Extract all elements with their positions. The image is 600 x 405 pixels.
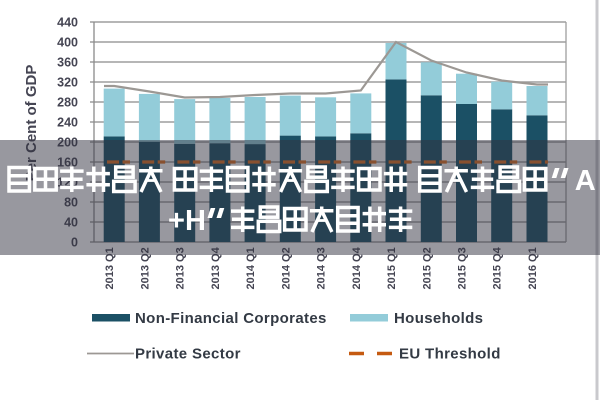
- svg-text:2014 Q3: 2014 Q3: [316, 247, 328, 289]
- svg-text:2016 Q1: 2016 Q1: [527, 247, 539, 289]
- svg-text:2014 Q4: 2014 Q4: [351, 246, 363, 289]
- svg-text:2015 Q2: 2015 Q2: [421, 247, 433, 289]
- svg-text:Non-Financial Corporates: Non-Financial Corporates: [135, 310, 327, 327]
- svg-text:2015 Q1: 2015 Q1: [386, 247, 398, 289]
- svg-text:440: 440: [57, 16, 78, 30]
- svg-text:400: 400: [57, 36, 78, 50]
- svg-text:2014 Q2: 2014 Q2: [280, 247, 292, 289]
- svg-text:H: H: [185, 205, 206, 237]
- svg-text:2013 Q2: 2013 Q2: [139, 247, 151, 289]
- svg-text:2014 Q1: 2014 Q1: [245, 247, 257, 289]
- svg-text:Households: Households: [394, 310, 483, 327]
- svg-text:A: A: [575, 165, 596, 197]
- svg-text:2015 Q4: 2015 Q4: [492, 246, 504, 289]
- svg-text:2013 Q1: 2013 Q1: [104, 247, 116, 289]
- svg-text:280: 280: [57, 96, 78, 110]
- svg-text:360: 360: [57, 56, 78, 70]
- svg-text:Private Sector: Private Sector: [135, 346, 241, 363]
- svg-text:2013 Q4: 2013 Q4: [210, 246, 222, 289]
- svg-text:2015 Q3: 2015 Q3: [457, 247, 469, 289]
- svg-text:240: 240: [57, 116, 78, 130]
- svg-text:EU Threshold: EU Threshold: [399, 346, 501, 363]
- svg-text:2013 Q3: 2013 Q3: [175, 247, 187, 289]
- svg-text:+: +: [168, 205, 185, 237]
- svg-text:320: 320: [57, 76, 78, 90]
